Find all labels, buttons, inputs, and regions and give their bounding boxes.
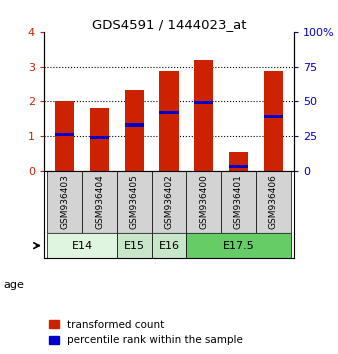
Bar [160, 71, 178, 171]
Bar [264, 71, 283, 171]
Text: GSM936400: GSM936400 [199, 174, 208, 229]
Bar [221, 171, 256, 233]
Text: E15: E15 [124, 241, 145, 251]
Text: GSM936403: GSM936403 [60, 174, 69, 229]
Text: E14: E14 [72, 241, 93, 251]
Text: age: age [3, 280, 24, 290]
Bar [125, 90, 144, 171]
Bar [117, 171, 152, 233]
Text: E17.5: E17.5 [223, 241, 255, 251]
Title: GDS4591 / 1444023_at: GDS4591 / 1444023_at [92, 18, 246, 31]
Bar [256, 171, 291, 233]
Text: GSM936402: GSM936402 [165, 175, 173, 229]
Bar [90, 136, 109, 139]
Text: GSM936405: GSM936405 [130, 174, 139, 229]
Bar [186, 171, 221, 233]
Bar [194, 101, 213, 104]
Bar [55, 101, 74, 171]
Text: GSM936401: GSM936401 [234, 174, 243, 229]
Bar [82, 171, 117, 233]
Bar [117, 233, 152, 258]
Bar [229, 165, 248, 168]
Bar [160, 111, 178, 114]
Bar [264, 115, 283, 118]
Bar [47, 233, 117, 258]
Bar [47, 171, 82, 233]
Text: E16: E16 [159, 241, 179, 251]
Bar [194, 60, 213, 171]
Bar [229, 152, 248, 171]
Bar [55, 133, 74, 136]
Bar [90, 108, 109, 171]
Legend: transformed count, percentile rank within the sample: transformed count, percentile rank withi… [49, 320, 243, 345]
Bar [152, 171, 186, 233]
Text: GSM936404: GSM936404 [95, 175, 104, 229]
Bar [125, 123, 144, 127]
Bar [152, 233, 186, 258]
Bar [186, 233, 291, 258]
Text: GSM936406: GSM936406 [269, 174, 278, 229]
